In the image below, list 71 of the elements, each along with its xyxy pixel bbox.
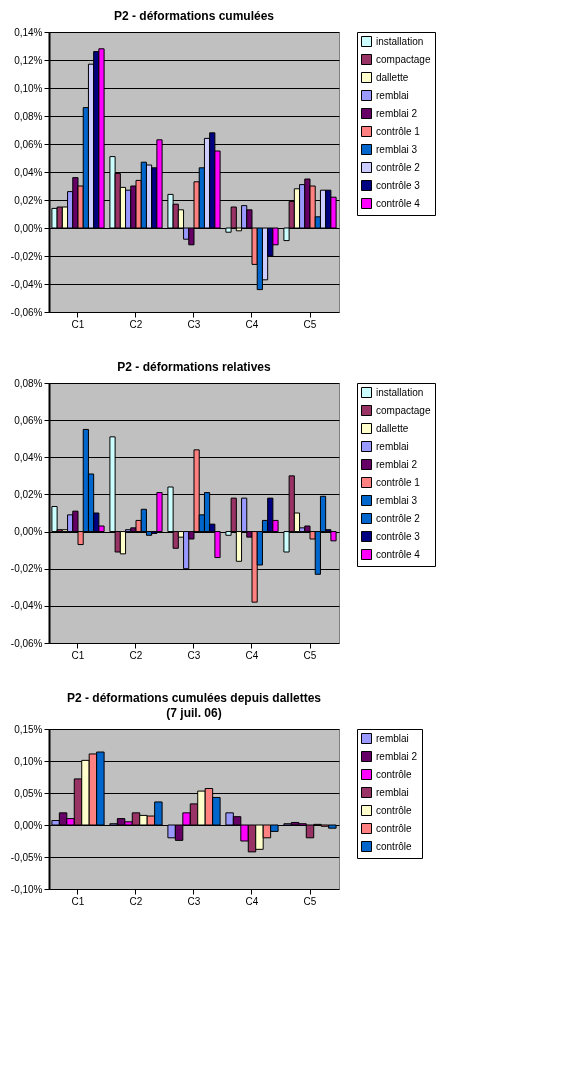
- legend-label: contrôle 2: [376, 512, 421, 524]
- legend-label: compactage: [376, 53, 431, 65]
- x-tick-label: C3: [187, 895, 201, 907]
- legend-label: compactage: [376, 404, 431, 416]
- legend-label: contrôle 4: [376, 548, 421, 560]
- legend-label: remblai: [376, 440, 409, 452]
- y-tick-label: -0,10%: [10, 883, 43, 895]
- legend-label: remblai: [376, 786, 409, 798]
- x-tick-label: C5: [303, 649, 317, 661]
- legend-label: installation: [376, 35, 424, 47]
- y-tick-label: -0,02%: [10, 250, 43, 262]
- legend-label: contrôle 3: [376, 530, 421, 542]
- x-tick-label: C1: [71, 649, 85, 661]
- y-tick-label: 0,10%: [14, 82, 43, 94]
- y-tick-label: 0,10%: [14, 755, 43, 767]
- x-tick-label: C2: [129, 649, 143, 661]
- legend-label: contrôle 1: [376, 476, 421, 488]
- legend-label: dallette: [376, 71, 409, 83]
- chart-title: P2 - déformations cumulées: [113, 9, 275, 23]
- y-tick-label: 0,06%: [14, 138, 43, 150]
- y-tick-label: -0,06%: [10, 637, 43, 649]
- legend-label: remblai: [376, 732, 409, 744]
- legend-label: contrôle 3: [376, 179, 421, 191]
- chart-subtitle: (7 juil. 06): [166, 706, 222, 720]
- y-tick-label: 0,08%: [14, 377, 43, 389]
- y-tick-label: 0,02%: [14, 194, 43, 206]
- x-tick-label: C5: [303, 895, 317, 907]
- x-tick-label: C2: [129, 895, 143, 907]
- legend-label: remblai 2: [376, 750, 418, 762]
- legend-label: installation: [376, 386, 424, 398]
- legend-label: contrôle: [376, 822, 413, 834]
- y-tick-label: -0,04%: [10, 600, 43, 612]
- legend-label: remblai 2: [376, 107, 418, 119]
- legend-label: remblai: [376, 89, 409, 101]
- y-tick-label: -0,04%: [10, 278, 43, 290]
- chart-title: P2 - déformations cumulées depuis dallettes: [66, 691, 322, 705]
- y-tick-label: 0,04%: [14, 166, 43, 178]
- legend-label: contrôle: [376, 768, 413, 780]
- y-tick-label: 0,15%: [14, 723, 43, 735]
- x-tick-label: C3: [187, 318, 201, 330]
- legend-label: contrôle 4: [376, 197, 421, 209]
- y-tick-label: 0,12%: [14, 54, 43, 66]
- x-tick-label: C4: [245, 895, 259, 907]
- legend-label: dallette: [376, 422, 409, 434]
- legend-label: contrôle: [376, 840, 413, 852]
- y-tick-label: 0,00%: [14, 819, 43, 831]
- y-tick-label: 0,06%: [14, 414, 43, 426]
- y-tick-label: 0,14%: [14, 26, 43, 38]
- x-tick-label: C5: [303, 318, 317, 330]
- x-tick-label: C3: [187, 649, 201, 661]
- y-tick-label: -0,06%: [10, 306, 43, 318]
- legend-label: remblai 2: [376, 458, 418, 470]
- x-tick-label: C4: [245, 318, 259, 330]
- legend-label: remblai 3: [376, 143, 418, 155]
- y-tick-label: -0,02%: [10, 563, 43, 575]
- legend-label: contrôle 2: [376, 161, 421, 173]
- legend-label: contrôle 1: [376, 125, 421, 137]
- y-tick-label: -0,05%: [10, 851, 43, 863]
- chart-title: P2 - déformations relatives: [117, 360, 272, 374]
- y-tick-label: 0,00%: [14, 526, 43, 538]
- legend-label: remblai 3: [376, 494, 418, 506]
- y-tick-label: 0,00%: [14, 222, 43, 234]
- y-tick-label: 0,05%: [14, 787, 43, 799]
- y-tick-label: 0,08%: [14, 110, 43, 122]
- y-tick-label: 0,02%: [14, 488, 43, 500]
- x-tick-label: C4: [245, 649, 259, 661]
- y-tick-label: 0,04%: [14, 451, 43, 463]
- legend-label: contrôle: [376, 804, 413, 816]
- x-tick-label: C2: [129, 318, 143, 330]
- x-tick-label: C1: [71, 895, 85, 907]
- x-tick-label: C1: [71, 318, 85, 330]
